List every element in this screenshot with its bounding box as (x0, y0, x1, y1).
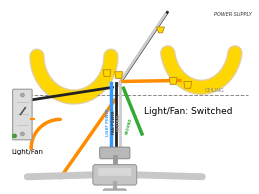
FancyBboxPatch shape (104, 189, 126, 194)
Polygon shape (115, 72, 123, 79)
Text: GROUND: GROUND (125, 117, 134, 135)
FancyBboxPatch shape (13, 89, 32, 140)
Text: FAN POWER: FAN POWER (112, 111, 116, 134)
Polygon shape (169, 78, 177, 84)
Circle shape (13, 134, 17, 138)
Polygon shape (184, 81, 192, 88)
Polygon shape (157, 27, 164, 33)
FancyBboxPatch shape (100, 147, 130, 159)
Text: NEUTRAL: NEUTRAL (117, 113, 121, 132)
Text: Light/Fan: Switched: Light/Fan: Switched (144, 107, 233, 116)
Text: POWER SUPPLY: POWER SUPPLY (214, 12, 252, 17)
Polygon shape (103, 70, 111, 77)
FancyBboxPatch shape (98, 168, 131, 176)
FancyBboxPatch shape (93, 165, 137, 185)
Circle shape (20, 132, 24, 136)
Text: LIGHT POWER: LIGHT POWER (106, 108, 110, 136)
Text: Light/Fan: Light/Fan (12, 149, 44, 155)
Circle shape (20, 93, 24, 97)
Text: CEILING: CEILING (204, 88, 224, 93)
